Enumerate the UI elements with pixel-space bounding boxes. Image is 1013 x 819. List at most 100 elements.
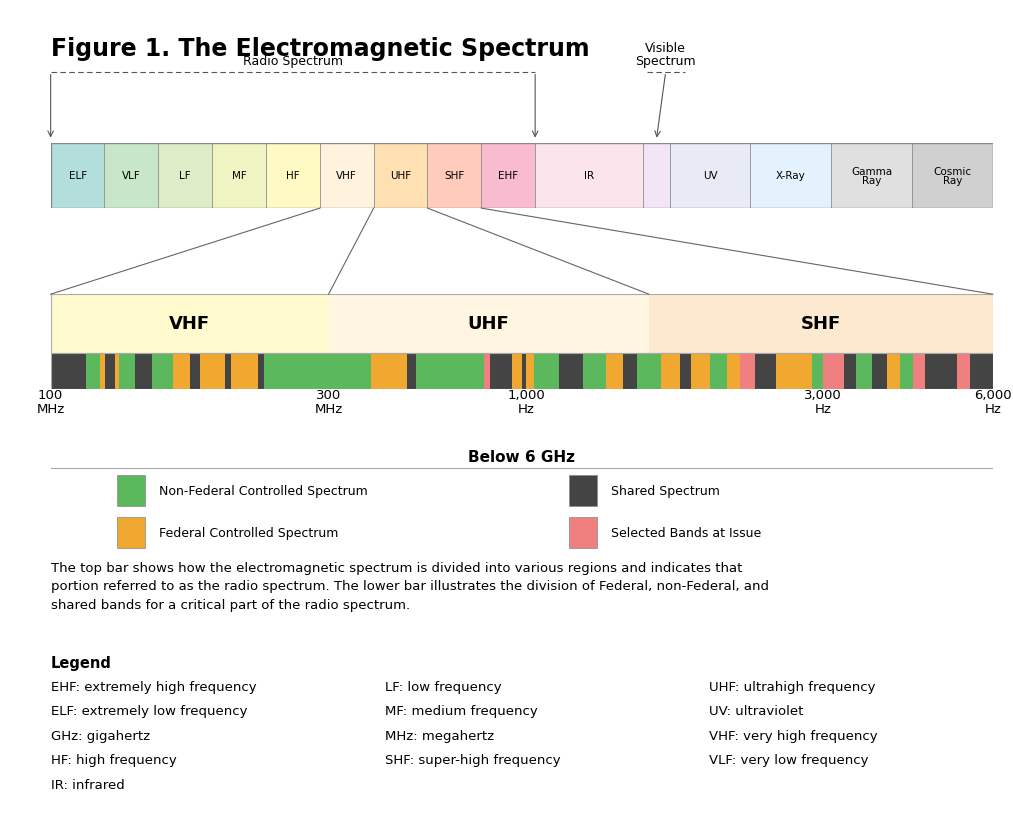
- Text: UHF: ultrahigh frequency: UHF: ultrahigh frequency: [709, 680, 875, 693]
- Bar: [534, 353, 559, 389]
- Text: UV: ultraviolet: UV: ultraviolet: [709, 704, 803, 717]
- Bar: [116, 475, 145, 506]
- Text: MF: medium frequency: MF: medium frequency: [385, 704, 538, 717]
- Text: VLF: very low frequency: VLF: very low frequency: [709, 753, 868, 767]
- Text: 1,000
Hz: 1,000 Hz: [508, 389, 545, 416]
- Text: GHz: gigahertz: GHz: gigahertz: [51, 729, 150, 742]
- Text: SHF: SHF: [800, 315, 841, 333]
- Bar: [263, 353, 328, 389]
- Bar: [957, 353, 970, 389]
- Text: ELF: ELF: [69, 171, 87, 181]
- Bar: [756, 353, 776, 389]
- Text: Radio Spectrum: Radio Spectrum: [243, 55, 343, 68]
- Bar: [559, 353, 582, 389]
- Bar: [901, 353, 913, 389]
- Text: MF: MF: [232, 171, 246, 181]
- Text: 300
MHz: 300 MHz: [314, 389, 342, 416]
- Bar: [116, 517, 145, 548]
- Bar: [114, 353, 120, 389]
- Text: LF: LF: [179, 171, 191, 181]
- Bar: [824, 353, 844, 389]
- Text: UHF: UHF: [468, 315, 510, 333]
- Bar: [856, 353, 872, 389]
- Text: VHF: very high frequency: VHF: very high frequency: [709, 729, 877, 742]
- Text: Non-Federal Controlled Spectrum: Non-Federal Controlled Spectrum: [159, 484, 368, 497]
- Bar: [99, 353, 105, 389]
- Bar: [266, 143, 320, 209]
- Bar: [158, 143, 212, 209]
- Bar: [727, 353, 741, 389]
- Bar: [51, 295, 328, 353]
- Bar: [925, 353, 941, 389]
- Text: SHF: super-high frequency: SHF: super-high frequency: [385, 753, 560, 767]
- Bar: [484, 353, 489, 389]
- Bar: [607, 353, 623, 389]
- Bar: [643, 143, 670, 209]
- Bar: [535, 143, 643, 209]
- Bar: [984, 353, 993, 389]
- Bar: [751, 143, 832, 209]
- Text: HF: HF: [286, 171, 300, 181]
- Text: The top bar shows how the electromagnetic spectrum is divided into various regio: The top bar shows how the electromagneti…: [51, 561, 769, 611]
- Bar: [105, 353, 114, 389]
- Bar: [844, 353, 856, 389]
- Bar: [225, 353, 231, 389]
- Bar: [636, 353, 661, 389]
- Bar: [51, 143, 104, 209]
- Bar: [86, 353, 99, 389]
- Bar: [231, 353, 258, 389]
- Bar: [173, 353, 190, 389]
- Text: Shared Spectrum: Shared Spectrum: [611, 484, 720, 497]
- Text: Federal Controlled Spectrum: Federal Controlled Spectrum: [159, 526, 338, 539]
- Text: 6,000
Hz: 6,000 Hz: [973, 389, 1012, 416]
- Bar: [136, 353, 152, 389]
- Bar: [104, 143, 158, 209]
- Text: ELF: extremely low frequency: ELF: extremely low frequency: [51, 704, 247, 717]
- Bar: [489, 353, 513, 389]
- Text: IR: infrared: IR: infrared: [51, 778, 125, 791]
- Bar: [661, 353, 680, 389]
- Bar: [941, 353, 957, 389]
- Text: SHF: SHF: [445, 171, 465, 181]
- Bar: [456, 353, 484, 389]
- Text: VHF: VHF: [169, 315, 210, 333]
- Bar: [649, 295, 993, 353]
- Bar: [481, 143, 535, 209]
- Bar: [887, 353, 901, 389]
- Text: Gamma
Ray: Gamma Ray: [851, 166, 892, 186]
- Text: Visible
Spectrum: Visible Spectrum: [635, 43, 696, 68]
- Bar: [200, 353, 225, 389]
- Text: HF: high frequency: HF: high frequency: [51, 753, 176, 767]
- Bar: [320, 143, 374, 209]
- Bar: [427, 143, 481, 209]
- Bar: [670, 143, 751, 209]
- Bar: [680, 353, 691, 389]
- Bar: [371, 353, 407, 389]
- Text: IR: IR: [583, 171, 594, 181]
- Bar: [710, 353, 727, 389]
- Bar: [190, 353, 200, 389]
- Text: MHz: megahertz: MHz: megahertz: [385, 729, 494, 742]
- Text: Cosmic
Ray: Cosmic Ray: [933, 166, 971, 186]
- Text: VLF: VLF: [122, 171, 141, 181]
- Bar: [513, 353, 522, 389]
- Bar: [912, 143, 993, 209]
- Text: 3,000
Hz: 3,000 Hz: [804, 389, 842, 416]
- Bar: [776, 353, 811, 389]
- Bar: [811, 353, 824, 389]
- Text: X-Ray: X-Ray: [776, 171, 805, 181]
- Bar: [832, 143, 912, 209]
- Bar: [582, 353, 607, 389]
- Text: EHF: extremely high frequency: EHF: extremely high frequency: [51, 680, 256, 693]
- Text: Selected Bands at Issue: Selected Bands at Issue: [611, 526, 762, 539]
- Bar: [328, 353, 371, 389]
- Bar: [374, 143, 427, 209]
- Bar: [416, 353, 456, 389]
- Bar: [328, 295, 649, 353]
- Bar: [569, 517, 597, 548]
- Text: UV: UV: [703, 171, 717, 181]
- Bar: [407, 353, 416, 389]
- Bar: [913, 353, 925, 389]
- Bar: [51, 353, 86, 389]
- Text: VHF: VHF: [336, 171, 358, 181]
